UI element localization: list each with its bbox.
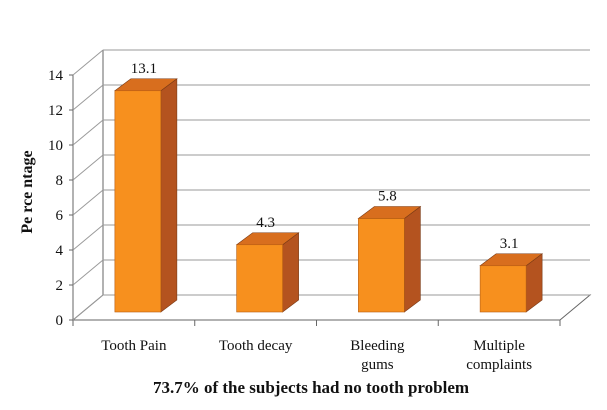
y-tick-label: 14 — [48, 68, 64, 84]
bar-side — [160, 78, 178, 313]
bar — [358, 218, 405, 313]
data-label: 5.8 — [378, 189, 397, 205]
x-category-label: complaints — [466, 357, 532, 373]
bar — [479, 265, 527, 313]
bar-3 — [479, 253, 544, 313]
y-tick-label: 10 — [48, 138, 63, 154]
data-labels: 13.1 4.3 5.8 3.1 — [131, 61, 519, 252]
bar — [236, 244, 283, 313]
x-category-label: Tooth decay — [219, 338, 293, 354]
gridline-diagonal — [72, 154, 104, 181]
y-tick-label: 6 — [56, 208, 64, 224]
y-tick-label: 0 — [56, 313, 64, 329]
data-label: 3.1 — [500, 236, 519, 252]
gridline-diagonal — [72, 119, 104, 146]
bar-0 — [113, 78, 178, 313]
gridline-diagonal — [72, 259, 104, 286]
gridline-diagonal — [72, 294, 104, 321]
y-tick-label: 12 — [48, 103, 63, 119]
x-category-label: gums — [361, 357, 394, 373]
bars — [113, 78, 544, 313]
data-label: 13.1 — [131, 61, 157, 77]
y-tick-labels: 0 2 4 6 8 10 12 14 — [48, 68, 64, 329]
bar-side — [282, 232, 299, 313]
x-category-label: Tooth Pain — [101, 338, 167, 354]
x-category-label: Multiple — [473, 338, 525, 354]
bar-1 — [235, 232, 300, 313]
bar-2 — [357, 205, 422, 313]
x-category-labels: Tooth Pain Tooth decay Bleeding gums Multipl… — [101, 338, 532, 373]
y-axis-label: Pe rce ntage — [19, 150, 36, 233]
gridline-diagonal — [72, 49, 104, 76]
y-tick-label: 8 — [56, 173, 64, 189]
x-category-label: Bleeding — [350, 338, 405, 354]
bar-side — [404, 205, 421, 313]
y-tick-label: 4 — [56, 243, 64, 259]
y-tick-label: 2 — [56, 278, 64, 294]
gridline-diagonal — [72, 189, 104, 216]
gridline-diagonal — [72, 84, 104, 111]
x-axis-title: 73.7% of the subjects had no tooth probl… — [153, 378, 469, 397]
bar — [114, 90, 162, 313]
data-label: 4.3 — [256, 215, 275, 231]
gridline-diagonal — [72, 224, 104, 251]
